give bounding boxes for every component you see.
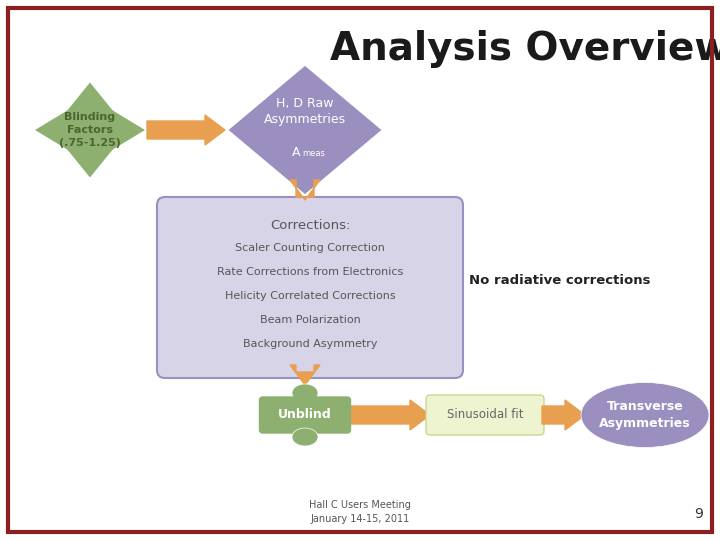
Polygon shape bbox=[542, 400, 585, 430]
Polygon shape bbox=[349, 400, 430, 430]
Text: Rate Corrections from Electronics: Rate Corrections from Electronics bbox=[217, 267, 403, 277]
Text: Background Asymmetry: Background Asymmetry bbox=[243, 339, 377, 349]
Polygon shape bbox=[290, 365, 320, 385]
Text: Scaler Counting Correction: Scaler Counting Correction bbox=[235, 243, 385, 253]
Ellipse shape bbox=[292, 384, 318, 402]
FancyBboxPatch shape bbox=[157, 197, 463, 378]
Text: Transverse
Asymmetries: Transverse Asymmetries bbox=[599, 400, 690, 430]
Text: meas: meas bbox=[302, 150, 325, 159]
Text: Beam Polarization: Beam Polarization bbox=[260, 315, 361, 325]
Text: Unblind: Unblind bbox=[278, 408, 332, 422]
Ellipse shape bbox=[292, 428, 318, 446]
Text: Helicity Correlated Corrections: Helicity Correlated Corrections bbox=[225, 291, 395, 301]
Polygon shape bbox=[35, 97, 145, 163]
FancyBboxPatch shape bbox=[259, 397, 351, 433]
Text: Analysis Overview: Analysis Overview bbox=[330, 30, 720, 68]
Text: 9: 9 bbox=[694, 507, 703, 521]
FancyBboxPatch shape bbox=[426, 395, 544, 435]
Polygon shape bbox=[290, 180, 320, 200]
Ellipse shape bbox=[581, 382, 709, 448]
Text: No radiative corrections: No radiative corrections bbox=[469, 273, 651, 287]
Polygon shape bbox=[147, 115, 225, 145]
Polygon shape bbox=[52, 83, 128, 178]
Text: Sinusoidal fit: Sinusoidal fit bbox=[446, 408, 523, 422]
Text: A: A bbox=[292, 145, 300, 159]
Text: Corrections:: Corrections: bbox=[270, 219, 350, 232]
Polygon shape bbox=[228, 65, 382, 195]
Text: H, D Raw
Asymmetries: H, D Raw Asymmetries bbox=[264, 98, 346, 126]
Text: Blinding
Factors
(.75-1.25): Blinding Factors (.75-1.25) bbox=[59, 112, 121, 148]
Text: Hall C Users Meeting
January 14-15, 2011: Hall C Users Meeting January 14-15, 2011 bbox=[309, 500, 411, 524]
